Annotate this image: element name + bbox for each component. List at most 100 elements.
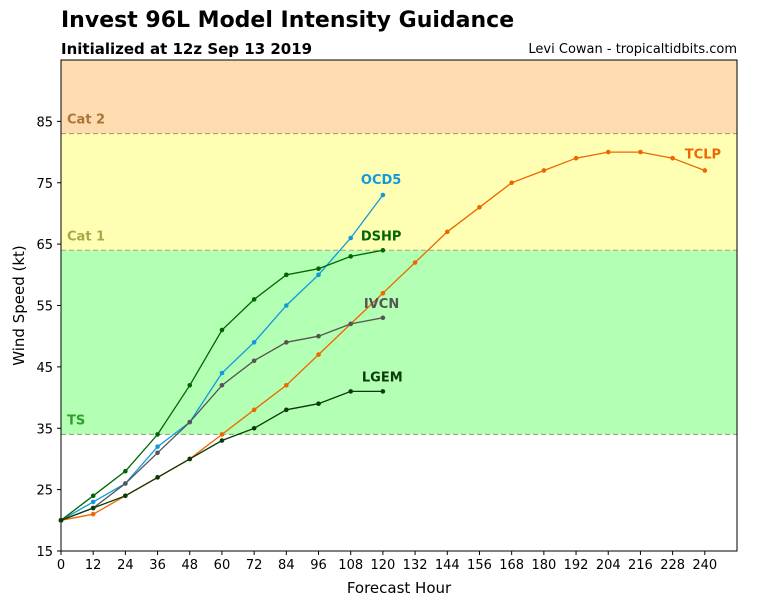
data-point-dshp (316, 266, 321, 271)
data-point-ivcn (380, 315, 386, 321)
x-tick-label: 144 (435, 558, 460, 573)
data-point-ocd5 (348, 235, 354, 241)
x-tick-label: 84 (278, 558, 295, 573)
band-label: Cat 1 (67, 229, 105, 244)
chart-subtitle: Initialized at 12z Sep 13 2019 (61, 40, 313, 58)
y-tick-label: 65 (36, 238, 53, 253)
data-point-dshp (251, 297, 257, 302)
data-point-tclp (509, 180, 514, 186)
band-label: Cat 2 (67, 113, 105, 128)
data-point-tclp (380, 290, 386, 296)
y-tick-label: 15 (36, 545, 53, 560)
x-tick-label: 24 (117, 558, 134, 573)
data-point-tclp (90, 511, 96, 517)
x-tick-label: 60 (214, 558, 231, 573)
y-tick-label: 25 (36, 484, 53, 499)
x-tick-label: 228 (660, 558, 685, 573)
y-tick-label: 75 (36, 177, 53, 192)
data-point-ivcn (251, 358, 257, 364)
y-axis-label: Wind Speed (kt) (10, 245, 28, 366)
data-point-lgem (348, 389, 354, 394)
x-tick-label: 240 (692, 558, 717, 573)
data-point-dshp (187, 382, 193, 388)
data-point-dshp (123, 468, 128, 474)
x-tick-label: 132 (403, 558, 428, 573)
data-point-lgem (284, 407, 289, 413)
x-tick-label: 72 (246, 558, 263, 573)
data-point-lgem (58, 518, 64, 523)
data-point-ocd5 (219, 370, 225, 376)
data-point-dshp (90, 493, 96, 499)
x-tick-label: 0 (57, 558, 65, 573)
x-tick-label: 204 (596, 558, 621, 573)
band-1 (61, 250, 737, 435)
chart-title: Invest 96L Model Intensity Guidance (61, 8, 515, 33)
data-point-ocd5 (316, 272, 321, 278)
data-point-tclp (251, 407, 257, 413)
chart-credit: Levi Cowan - tropicaltidbits.com (528, 42, 737, 57)
y-tick-label: 55 (36, 300, 53, 315)
data-point-ocd5 (155, 444, 160, 449)
x-tick-label: 180 (531, 558, 556, 573)
x-axis-label: Forecast Hour (347, 579, 452, 597)
data-point-ivcn (219, 382, 225, 388)
data-point-dshp (155, 432, 160, 437)
data-point-lgem (251, 425, 257, 431)
data-point-ocd5 (284, 303, 289, 308)
series-label-dshp: DSHP (361, 229, 402, 244)
data-point-dshp (348, 254, 354, 259)
band-label: TS (67, 413, 85, 428)
y-tick-label: 85 (36, 115, 53, 130)
data-point-lgem (187, 456, 193, 462)
data-point-ivcn (284, 340, 289, 345)
data-point-tclp (284, 382, 289, 388)
series-lgem: LGEM (58, 370, 403, 523)
data-point-tclp (605, 149, 611, 155)
series-ivcn: IVCN (58, 297, 399, 523)
data-point-dshp (284, 272, 289, 278)
data-point-ivcn (316, 333, 321, 339)
data-point-lgem (316, 401, 321, 407)
data-point-ocd5 (251, 340, 257, 345)
series-ocd5: OCD5 (58, 173, 401, 523)
x-tick-label: 168 (499, 558, 524, 573)
data-point-tclp (638, 149, 643, 155)
series-label-lgem: LGEM (362, 370, 403, 385)
data-point-tclp (573, 155, 579, 161)
series-dshp: DSHP (58, 229, 402, 523)
data-point-ivcn (348, 321, 354, 327)
data-point-lgem (90, 505, 96, 511)
x-tick-label: 108 (338, 558, 363, 573)
data-point-tclp (316, 352, 321, 357)
series-label-ocd5: OCD5 (361, 173, 401, 188)
x-tick-label: 216 (628, 558, 653, 573)
data-point-lgem (123, 493, 128, 499)
data-point-tclp (219, 432, 225, 437)
y-tick-label: 45 (36, 361, 53, 376)
data-point-ocd5 (380, 192, 386, 198)
x-tick-label: 36 (149, 558, 166, 573)
band-0 (61, 434, 737, 551)
x-tick-label: 96 (310, 558, 327, 573)
data-point-ivcn (155, 450, 160, 456)
data-point-ivcn (123, 481, 128, 486)
x-tick-label: 156 (467, 558, 492, 573)
data-point-dshp (219, 327, 225, 333)
x-tick-label: 12 (85, 558, 102, 573)
series-label-ivcn: IVCN (364, 297, 399, 312)
data-point-tclp (444, 229, 450, 235)
band-3 (61, 60, 737, 134)
data-point-lgem (219, 438, 225, 443)
x-tick-label: 48 (181, 558, 198, 573)
data-point-tclp (702, 168, 708, 173)
data-point-lgem (155, 475, 160, 480)
data-point-tclp (541, 168, 547, 173)
data-point-tclp (670, 155, 675, 161)
x-tick-label: 120 (370, 558, 395, 573)
data-point-ocd5 (90, 499, 96, 505)
data-point-ivcn (187, 419, 193, 425)
x-tick-label: 192 (564, 558, 589, 573)
data-point-dshp (380, 247, 386, 253)
data-point-tclp (412, 260, 418, 265)
